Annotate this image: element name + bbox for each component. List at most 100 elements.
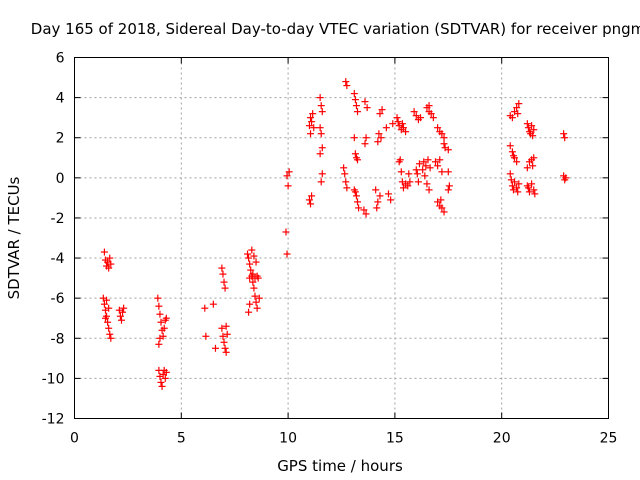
data-point [419,166,427,174]
data-point [251,292,259,300]
data-point [283,250,291,258]
data-point [362,134,370,142]
data-point [515,100,523,108]
x-tick-label: 10 [279,431,297,447]
data-point [308,192,316,200]
data-point [219,332,227,340]
y-tick-label: -12 [42,412,65,428]
data-point [351,188,359,196]
data-point [562,174,570,182]
data-point [154,294,162,302]
data-point [523,164,531,172]
data-point [305,196,313,204]
data-point [523,120,531,128]
data-point [421,172,429,180]
data-point [255,294,263,302]
data-point [404,182,412,190]
x-tick-label: 15 [386,431,404,447]
data-point [253,304,261,312]
data-point [158,382,166,390]
data-point [220,278,228,286]
data-point [318,170,326,178]
data-point [247,266,255,274]
data-point [119,308,127,316]
y-tick-label: -10 [42,371,65,387]
data-point [374,138,382,146]
data-point [444,168,452,176]
data-point [436,156,444,164]
data-point [249,270,257,278]
chart-title: Day 165 of 2018, Sidereal Day-to-day VTE… [31,20,640,38]
y-tick-label: 6 [56,51,65,67]
data-point [414,178,422,186]
data-point [106,254,114,262]
data-point [221,344,229,352]
data-point [406,178,414,186]
data-point [354,156,362,164]
data-point [378,106,386,114]
data-point [244,250,252,258]
data-point [506,142,514,150]
data-point [309,110,317,118]
data-point [431,158,439,166]
data-point [211,344,219,352]
data-point [285,168,293,176]
data-point [245,254,253,262]
y-tick-label: 2 [56,131,65,147]
data-point [396,156,404,164]
data-point [218,264,226,272]
data-point [376,110,384,118]
data-point [107,334,115,342]
data-point [424,156,432,164]
data-point [310,124,318,132]
data-point [513,104,521,112]
data-point [308,118,316,126]
data-point [252,298,260,306]
data-point [307,200,315,208]
data-point [155,340,163,348]
data-point [412,112,420,120]
data-point [245,308,253,316]
data-point [162,368,170,376]
data-point [351,150,359,158]
data-point [161,374,169,382]
data-point [250,252,258,260]
plot-frame [74,57,609,419]
data-point [223,330,231,338]
data-point [529,132,537,140]
y-tick-label: -8 [51,331,65,347]
data-point [530,126,538,134]
y-tick-label: 4 [56,91,65,107]
data-point [508,182,516,190]
data-point [438,168,446,176]
data-point [249,278,257,286]
data-point [513,158,521,166]
data-point [393,114,401,122]
data-point [529,162,537,170]
data-point [316,150,324,158]
data-point [105,324,113,332]
x-tick-label: 20 [493,431,511,447]
data-point [155,302,163,310]
data-point [202,332,210,340]
data-point [159,332,167,340]
data-point [355,204,363,212]
data-point [373,204,381,212]
data-point [220,338,228,346]
data-point [427,110,435,118]
data-point [343,82,351,90]
data-point [417,114,425,122]
data-point [440,140,448,148]
data-point [399,184,407,192]
data-point [307,130,315,138]
data-point [317,178,325,186]
data-point [445,182,453,190]
data-point [284,182,292,190]
data-point [218,324,226,332]
data-point [354,108,362,116]
data-point [399,124,407,132]
data-point [350,90,358,98]
grid-lines [74,57,609,419]
data-point [422,162,430,170]
